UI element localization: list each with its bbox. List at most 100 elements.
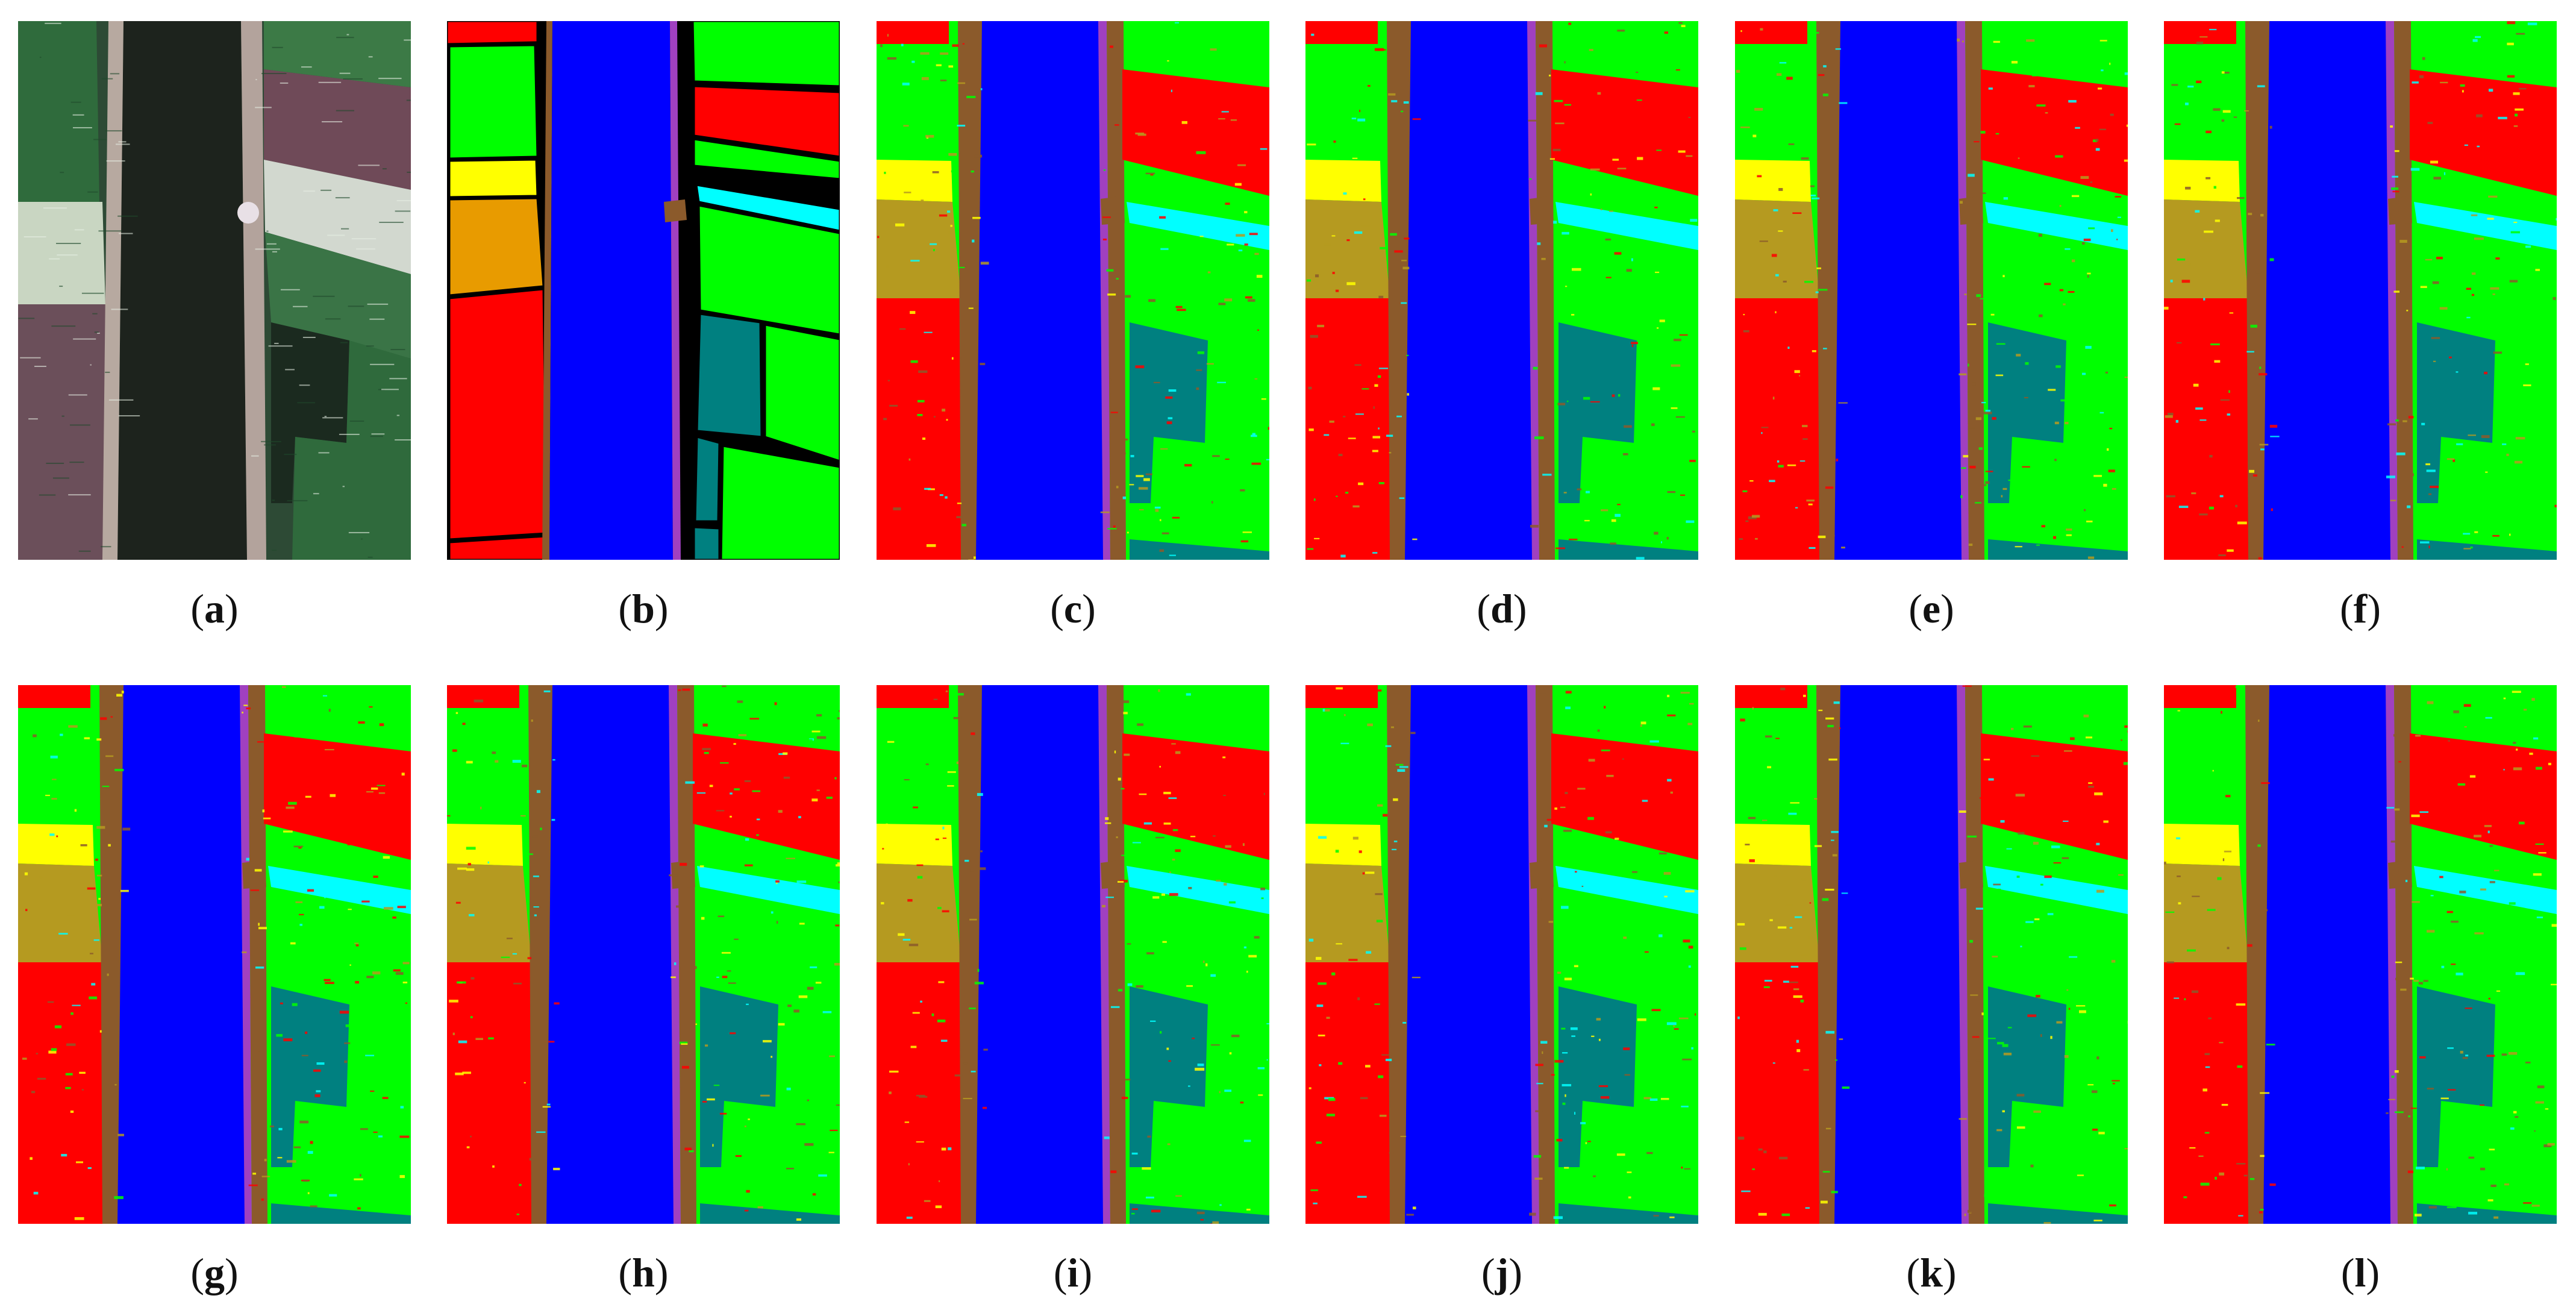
cls-noise-pixel: [2180, 858, 2186, 860]
cls-cyan-strip: [1555, 866, 1698, 914]
cls-noise-pixel: [810, 966, 818, 968]
cls-noise-pixel: [2039, 314, 2043, 318]
cls-noise-pixel: [1963, 455, 1969, 458]
cls-noise-pixel: [891, 355, 894, 357]
cls-noise-pixel: [533, 876, 539, 877]
cls-noise-pixel: [1331, 235, 1336, 237]
cls-noise-pixel: [2427, 1088, 2434, 1090]
cls-noise-pixel: [365, 1054, 375, 1056]
cls-noise-pixel: [2055, 365, 2061, 368]
caption-label-b: b: [632, 586, 655, 631]
cls-noise-pixel: [918, 370, 928, 373]
cls-noise-pixel: [533, 906, 539, 908]
cls-noise-pixel: [2408, 1115, 2411, 1118]
cls-noise-pixel: [893, 507, 901, 510]
cls-noise-pixel: [324, 979, 331, 982]
cls-noise-pixel: [2068, 99, 2077, 103]
cls-noise-pixel: [2240, 366, 2245, 368]
cls-noise-pixel: [1199, 236, 1204, 237]
cls-noise-pixel: [529, 1158, 536, 1161]
rgb-texture-streak: [389, 378, 407, 380]
cls-noise-pixel: [1153, 381, 1160, 383]
cls-noise-pixel: [447, 815, 451, 816]
cls-noise-pixel: [1172, 859, 1175, 861]
cls-noise-pixel: [263, 817, 271, 819]
cls-noise-pixel: [947, 771, 956, 773]
cls-noise-pixel: [532, 835, 538, 838]
cls-yellow-field: [447, 824, 523, 866]
cls-noise-pixel: [1196, 151, 1206, 154]
rgb-right-field-3: [264, 160, 411, 274]
rgb-composite-image: [18, 21, 411, 560]
cls-noise-pixel: [1346, 239, 1350, 242]
cls-noise-pixel: [1667, 354, 1675, 357]
cls-noise-pixel: [2177, 710, 2180, 712]
cls-noise-pixel: [1779, 709, 1782, 713]
cls-noise-pixel: [2002, 1110, 2005, 1112]
cls-noise-pixel: [2510, 231, 2520, 234]
cls-noise-pixel: [1202, 960, 1205, 964]
cls-teal-field: [1988, 986, 2066, 1167]
cls-noise-pixel: [283, 1038, 293, 1042]
cls-noise-pixel: [1599, 719, 1608, 722]
rgb-texture-streak: [49, 258, 60, 260]
rgb-texture-streak: [60, 172, 64, 174]
cls-noise-pixel: [1212, 455, 1220, 457]
cls-noise-pixel: [2533, 873, 2542, 876]
cls-noise-pixel: [1584, 519, 1590, 522]
cls-noise-pixel: [1644, 951, 1649, 953]
cls-red-field-left: [1305, 962, 1395, 1224]
cls-noise-pixel: [248, 1184, 258, 1186]
cls-noise-pixel: [1175, 306, 1183, 309]
cls-noise-pixel: [1266, 1059, 1268, 1061]
cls-noise-pixel: [1172, 516, 1180, 519]
cls-noise-pixel: [1242, 531, 1252, 533]
cls-noise-pixel: [371, 1065, 374, 1068]
cls-noise-pixel: [455, 901, 461, 904]
cls-noise-pixel: [1825, 434, 1827, 436]
cls-noise-pixel: [736, 721, 745, 723]
cls-noise-pixel: [2533, 737, 2539, 740]
cls-noise-pixel: [2218, 554, 2226, 557]
cls-teal-bottom: [1988, 1203, 2128, 1224]
cls-noise-pixel: [2523, 709, 2527, 711]
cls-red-field-top-left: [447, 685, 519, 708]
cls-noise-pixel: [2020, 945, 2022, 948]
cls-noise-pixel: [1175, 319, 1184, 322]
cls-bridge: [1101, 860, 1125, 889]
cls-noise-pixel: [2237, 197, 2245, 199]
cls-noise-pixel: [2170, 280, 2173, 283]
cls-noise-pixel: [1773, 209, 1778, 212]
cls-noise-pixel: [1615, 513, 1621, 517]
cls-noise-pixel: [74, 1217, 84, 1220]
cls-noise-pixel: [344, 1042, 351, 1044]
cls-noise-pixel: [786, 857, 795, 859]
cls-noise-pixel: [1992, 956, 1998, 957]
cls-noise-pixel: [2392, 175, 2398, 178]
cls-noise-pixel: [1759, 240, 1768, 242]
cls-noise-pixel: [1378, 368, 1389, 369]
cls-noise-pixel: [1368, 85, 1371, 87]
cls-noise-pixel: [2092, 139, 2098, 142]
cls-noise-pixel: [1124, 753, 1130, 756]
rgb-texture-streak: [301, 66, 312, 68]
cls-noise-pixel: [2530, 1038, 2534, 1041]
cls-bridge: [1530, 860, 1554, 889]
cls-noise-pixel: [906, 1217, 913, 1219]
cls-noise-pixel: [2208, 1017, 2212, 1020]
cls-noise-pixel: [2465, 1007, 2472, 1009]
cls-noise-pixel: [2465, 229, 2468, 232]
cls-noise-pixel: [921, 77, 929, 80]
cls-noise-pixel: [2525, 1061, 2531, 1064]
cls-noise-pixel: [1343, 192, 1347, 195]
cls-noise-pixel: [2390, 840, 2396, 843]
cls-noise-pixel: [2510, 107, 2517, 110]
cls-noise-pixel: [1148, 299, 1155, 302]
cls-noise-pixel: [1392, 848, 1397, 850]
cls-noise-pixel: [952, 44, 959, 47]
cls-noise-pixel: [2184, 998, 2186, 1000]
cls-noise-pixel: [1318, 836, 1327, 839]
cls-right-embankment-outer: [248, 685, 267, 1224]
cls-left-embankment: [2245, 21, 2271, 560]
cls-noise-pixel: [2002, 487, 2007, 490]
